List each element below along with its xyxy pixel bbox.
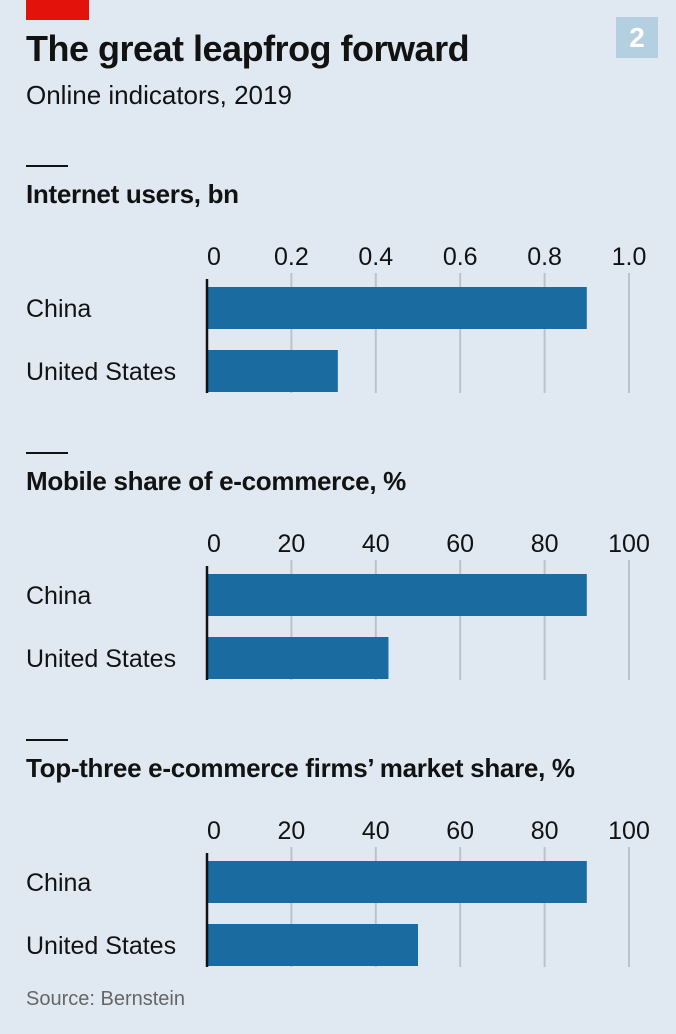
tick-label: 0 xyxy=(207,817,221,845)
panel-mobile-share: Mobile share of e-commerce, % 0 20 40 60 80 1… xyxy=(0,452,676,702)
category-label: China xyxy=(26,295,91,323)
panel-rule xyxy=(26,739,68,741)
panel-title: Internet users, bn xyxy=(26,179,239,209)
internet-users-chart: 0 0.2 0.4 0.6 0.8 1.0 China United States xyxy=(26,243,647,393)
tick-label: 1.0 xyxy=(612,243,647,271)
chart-subtitle: Online indicators, 2019 xyxy=(26,80,292,110)
panel-title: Top-three e-commerce firms’ market share… xyxy=(26,753,575,783)
bar-china xyxy=(207,287,587,329)
tick-label: 40 xyxy=(362,530,390,558)
chart-number-badge: 2 xyxy=(616,17,658,58)
mobile-share-chart: 0 20 40 60 80 100 China United States xyxy=(26,530,650,680)
tick-label: 0 xyxy=(207,243,221,271)
bar-united-states xyxy=(207,350,338,392)
tick-label: 40 xyxy=(362,817,390,845)
category-label: China xyxy=(26,869,91,897)
top-three-share-chart: 0 20 40 60 80 100 China United States xyxy=(26,817,650,967)
bar-china xyxy=(207,861,587,903)
tick-label: 0.6 xyxy=(443,243,478,271)
category-label: United States xyxy=(26,932,176,960)
brand-red-tag xyxy=(26,0,89,20)
panel-title: Mobile share of e-commerce, % xyxy=(26,466,406,496)
panel-rule xyxy=(26,165,68,167)
tick-label: 60 xyxy=(446,530,474,558)
panel-top-three-share: Top-three e-commerce firms’ market share… xyxy=(0,739,676,989)
tick-label: 100 xyxy=(608,530,650,558)
tick-label: 20 xyxy=(277,817,305,845)
tick-label: 100 xyxy=(608,817,650,845)
category-label: United States xyxy=(26,358,176,386)
source-note: Source: Bernstein xyxy=(26,988,185,1010)
tick-label: 20 xyxy=(277,530,305,558)
tick-label: 80 xyxy=(531,817,559,845)
panel-internet-users: Internet users, bn 0 0.2 0.4 0.6 0.8 1.0 China… xyxy=(0,165,676,415)
tick-label: 60 xyxy=(446,817,474,845)
chart-title: The great leapfrog forward xyxy=(26,28,470,69)
tick-label: 0.2 xyxy=(274,243,309,271)
tick-label: 0.8 xyxy=(527,243,562,271)
bar-united-states xyxy=(207,637,389,679)
tick-label: 0 xyxy=(207,530,221,558)
bar-united-states xyxy=(207,924,418,966)
panel-rule xyxy=(26,452,68,454)
category-label: China xyxy=(26,582,91,610)
tick-label: 0.4 xyxy=(358,243,393,271)
category-label: United States xyxy=(26,645,176,673)
bar-china xyxy=(207,574,587,616)
tick-label: 80 xyxy=(531,530,559,558)
